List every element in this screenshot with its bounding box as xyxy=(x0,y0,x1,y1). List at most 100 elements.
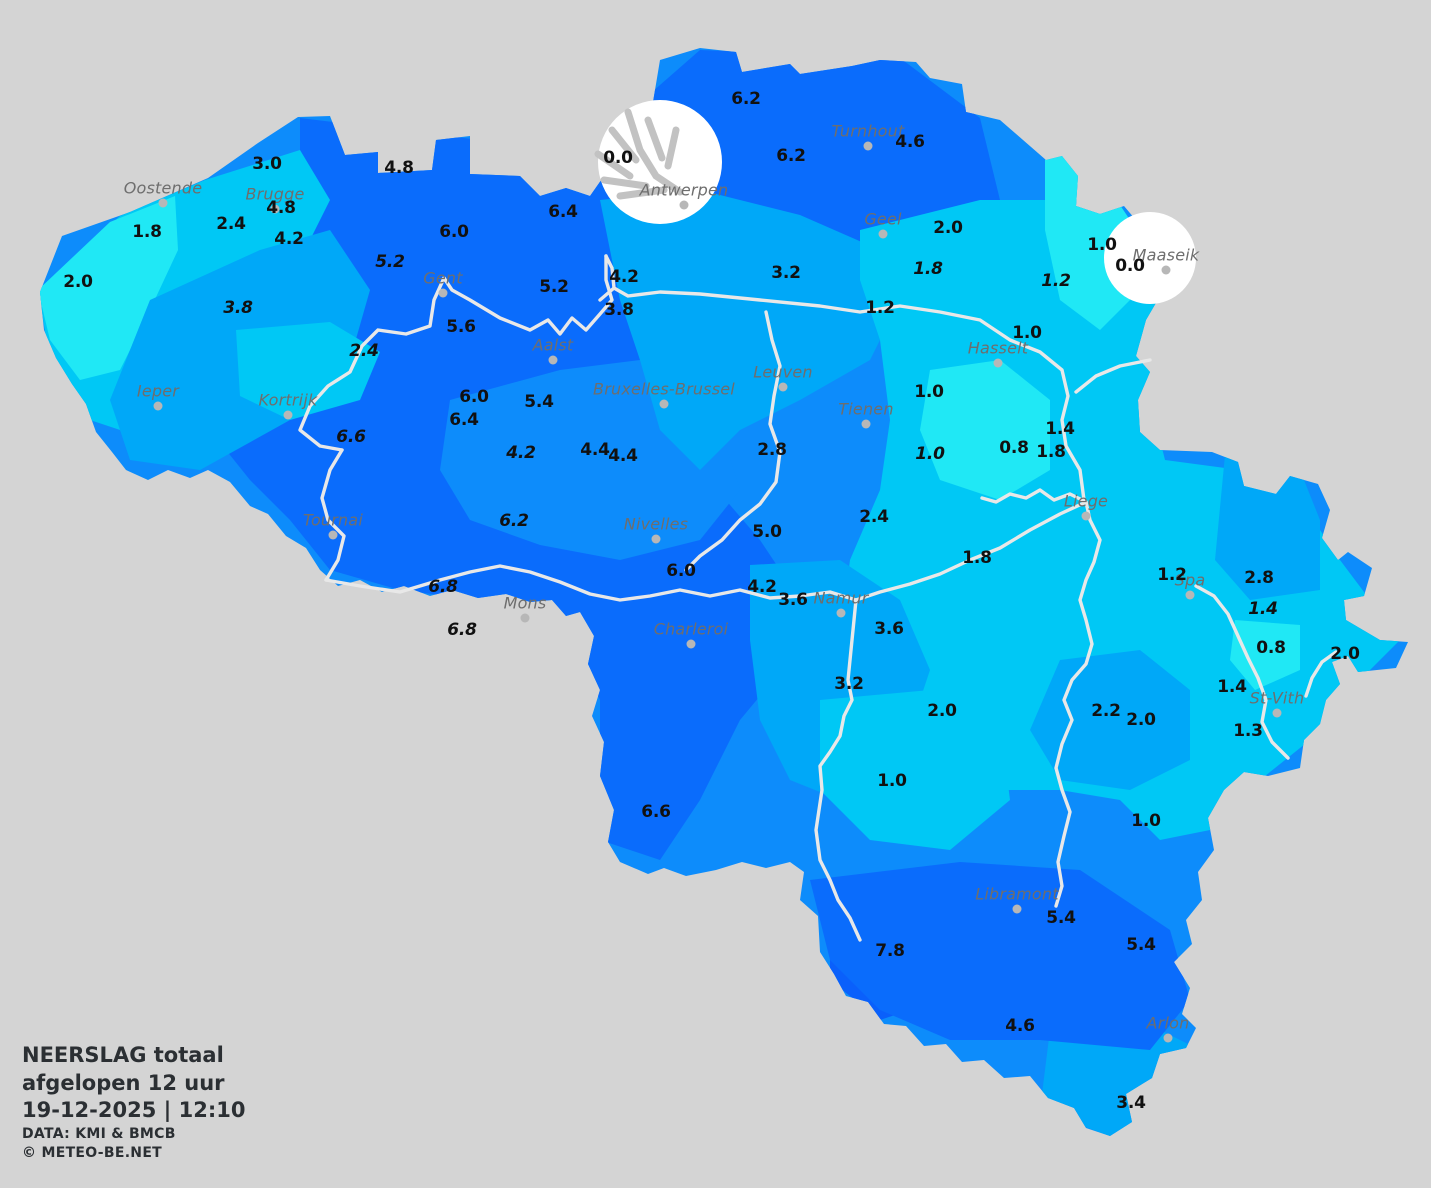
precipitation-value: 4.2 xyxy=(747,577,777,597)
precipitation-value: 3.8 xyxy=(604,300,634,320)
band-1-2mm-famenne xyxy=(820,690,1010,850)
band-0-1mm-coast xyxy=(40,196,178,380)
city-dot xyxy=(1163,1033,1173,1043)
band-1-2mm-kortrijk xyxy=(236,322,380,420)
precipitation-value: 0.8 xyxy=(999,438,1029,458)
precipitation-value: 6.6 xyxy=(641,802,671,822)
city-label: St-Vith xyxy=(1249,688,1305,708)
city-label: Mons xyxy=(503,593,547,613)
precipitation-value: 1.2 xyxy=(1041,271,1071,291)
precipitation-value: 1.2 xyxy=(865,298,895,318)
precipitation-value: 4.4 xyxy=(580,440,610,460)
caption-datetime: 19-12-2025 | 12:10 xyxy=(22,1098,246,1123)
precipitation-value: 5.2 xyxy=(375,252,405,272)
precipitation-value: 1.0 xyxy=(914,382,944,402)
precipitation-value: 4.2 xyxy=(609,267,639,287)
city-dot xyxy=(153,401,163,411)
city-dot xyxy=(158,198,168,208)
city-label: Hasselt xyxy=(967,338,1029,358)
precipitation-value: 3.0 xyxy=(252,154,282,174)
caption-title: NEERSLAG totaal xyxy=(22,1043,224,1067)
city-dot xyxy=(686,639,696,649)
caption-period: afgelopen 12 uur xyxy=(22,1070,225,1095)
caption-copyright: © METEO-BE.NET xyxy=(22,1145,163,1162)
precipitation-value: 3.2 xyxy=(771,263,801,283)
precipitation-value: 5.4 xyxy=(1046,908,1076,928)
precipitation-value: 6.2 xyxy=(731,89,761,109)
precipitation-value: 6.4 xyxy=(548,202,578,222)
precipitation-value: 1.8 xyxy=(913,259,943,279)
precipitation-value: 2.4 xyxy=(859,507,889,527)
band-0-1mm-limburg xyxy=(920,360,1050,500)
city-label: Tienen xyxy=(838,399,894,419)
city-label: Antwerpen xyxy=(639,180,729,200)
precipitation-value: 2.0 xyxy=(1330,644,1360,664)
precipitation-value: 6.0 xyxy=(666,561,696,581)
precipitation-value: 4.2 xyxy=(274,229,304,249)
band-5-7mm-luxembourg xyxy=(810,862,1190,1050)
precipitation-value: 6.0 xyxy=(459,387,489,407)
precipitation-value: 2.4 xyxy=(216,214,246,234)
precipitation-value: 5.4 xyxy=(1126,935,1156,955)
city-dot xyxy=(863,141,873,151)
precipitation-value: 1.4 xyxy=(1045,419,1075,439)
city-dot xyxy=(679,200,689,210)
caption-datasource: DATA: KMI & BMCB xyxy=(22,1126,176,1143)
city-dot xyxy=(438,288,448,298)
band-0-1mm-stvith xyxy=(1230,620,1300,690)
precipitation-value: 1.4 xyxy=(1217,677,1247,697)
precipitation-value: 3.6 xyxy=(778,590,808,610)
precipitation-value: 2.8 xyxy=(757,440,787,460)
city-dot xyxy=(1161,265,1171,275)
city-dot xyxy=(651,534,661,544)
precipitation-value: 2.0 xyxy=(927,701,957,721)
city-dot xyxy=(778,382,788,392)
antwerp-docks xyxy=(594,108,684,200)
precipitation-value: 2.0 xyxy=(1126,710,1156,730)
no-data-hole-maaseik xyxy=(1104,212,1196,304)
band-2-3mm-eupen xyxy=(1215,455,1320,600)
precipitation-value: 1.3 xyxy=(1233,721,1263,741)
precipitation-value: 4.6 xyxy=(1005,1016,1035,1036)
city-label: Oostende xyxy=(123,178,203,198)
precipitation-value: 2.8 xyxy=(1244,568,1274,588)
precipitation-value: 0.0 xyxy=(1115,256,1145,276)
city-label: Tournai xyxy=(302,510,364,530)
precipitation-value: 1.0 xyxy=(877,771,907,791)
precipitation-value: 2.0 xyxy=(63,272,93,292)
precipitation-value: 5.6 xyxy=(446,317,476,337)
city-dot xyxy=(283,410,293,420)
map-caption: NEERSLAG totaal afgelopen 12 uur 19-12-2… xyxy=(22,1042,245,1163)
city-dot xyxy=(1185,590,1195,600)
city-dot xyxy=(878,229,888,239)
precipitation-value: 1.8 xyxy=(1036,442,1066,462)
precipitation-value: 2.0 xyxy=(933,218,963,238)
precipitation-value: 6.4 xyxy=(449,410,479,430)
precipitation-value: 1.4 xyxy=(1248,599,1278,619)
precipitation-value: 2.2 xyxy=(1091,701,1121,721)
precipitation-value: 1.0 xyxy=(1012,323,1042,343)
city-dot xyxy=(270,204,280,214)
precipitation-value: 6.0 xyxy=(439,222,469,242)
precipitation-value: 1.8 xyxy=(132,222,162,242)
precipitation-value: 6.8 xyxy=(447,620,477,640)
city-dot xyxy=(1012,904,1022,914)
precipitation-value: 1.8 xyxy=(962,548,992,568)
city-label: Kortrijk xyxy=(258,390,318,410)
precipitation-value: 5.4 xyxy=(524,392,554,412)
city-dot xyxy=(836,608,846,618)
precipitation-value: 1.2 xyxy=(1157,565,1187,585)
city-label: Nivelles xyxy=(623,514,689,534)
precipitation-value: 4.8 xyxy=(266,198,296,218)
city-label: Spa xyxy=(1174,570,1206,590)
precipitation-value: 3.6 xyxy=(874,619,904,639)
city-label: Turnhout xyxy=(831,121,905,141)
city-dot xyxy=(548,355,558,365)
precipitation-value: 7.8 xyxy=(875,941,905,961)
precipitation-value: 6.6 xyxy=(336,427,366,447)
precipitation-value: 3.4 xyxy=(1116,1093,1146,1113)
precipitation-value: 6.2 xyxy=(499,511,529,531)
precipitation-value: 4.2 xyxy=(506,443,536,463)
